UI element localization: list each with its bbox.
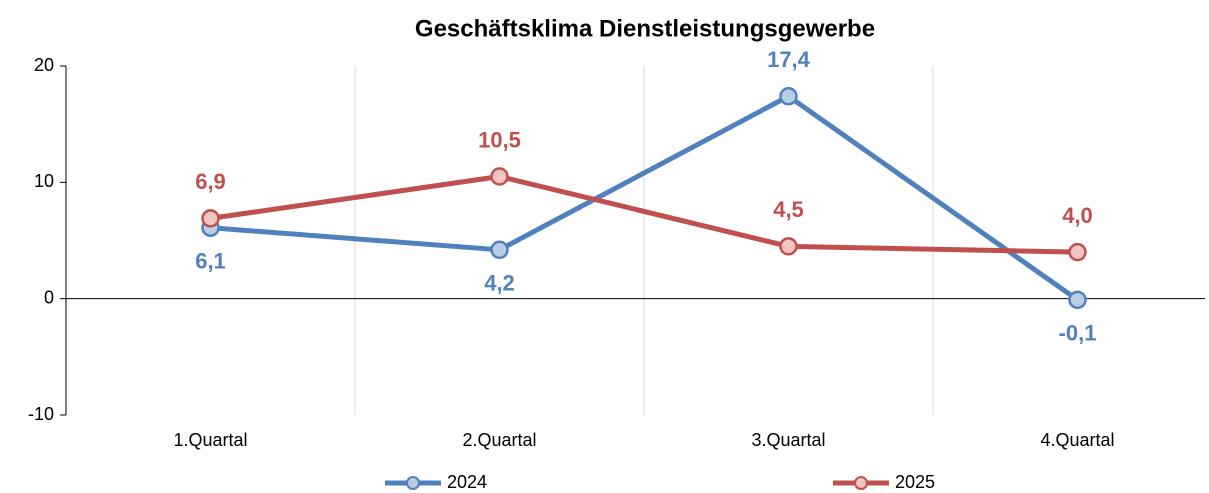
- data-label: 10,5: [478, 127, 521, 152]
- legend-marker: [854, 476, 868, 490]
- x-tick-label: 2.Quartal: [462, 430, 536, 450]
- chart-title: Geschäftsklima Dienstleistungsgewerbe: [415, 15, 875, 42]
- legend-label: 2025: [895, 472, 935, 492]
- point-marker: [1068, 290, 1087, 310]
- data-label: 4,0: [1062, 203, 1093, 228]
- data-label: 4,5: [773, 197, 804, 222]
- data-label: 6,9: [195, 169, 226, 194]
- point-marker: [201, 209, 220, 228]
- series-line: [210, 174, 1078, 255]
- y-tick-label: 20: [34, 55, 54, 75]
- data-label: 6,1: [195, 249, 226, 274]
- y-tick-label: 10: [34, 171, 54, 191]
- point-marker: [490, 240, 509, 260]
- legend-marker: [406, 476, 420, 490]
- x-tick-label: 3.Quartal: [751, 430, 825, 450]
- y-tick-label: 0: [44, 287, 54, 307]
- point-marker: [779, 86, 798, 106]
- x-tick-label: 1.Quartal: [173, 430, 247, 450]
- data-label: -0,1: [1059, 321, 1097, 346]
- series-line: [210, 93, 1079, 302]
- point-marker: [1068, 242, 1087, 262]
- data-label: 17,4: [767, 47, 811, 72]
- point-marker: [490, 167, 509, 186]
- x-tick-label: 4.Quartal: [1040, 430, 1114, 450]
- legend-label: 2024: [447, 472, 487, 492]
- y-tick-label: -10: [28, 404, 54, 424]
- data-label: 4,2: [484, 271, 515, 296]
- point-marker: [779, 237, 798, 256]
